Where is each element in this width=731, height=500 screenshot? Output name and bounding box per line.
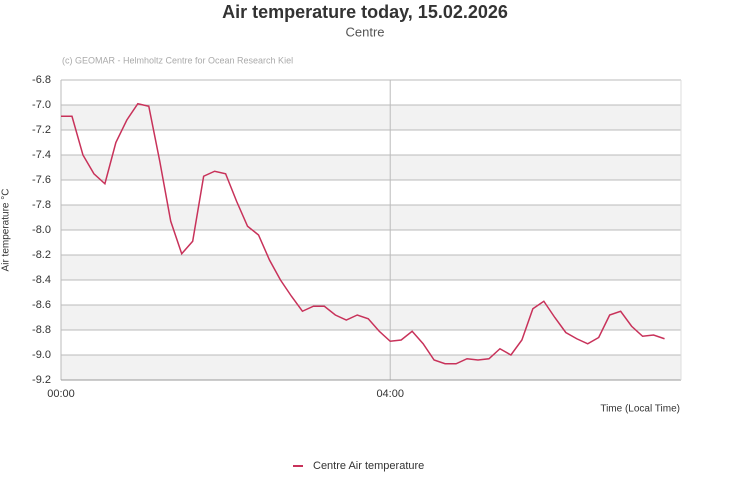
chart-subtitle: Centre (345, 24, 384, 39)
x-tick-label: 00:00 (47, 388, 75, 400)
y-tick-label: -7.8 (32, 199, 51, 211)
plot-band (61, 305, 681, 330)
y-tick-label: -8.8 (32, 324, 51, 336)
y-tick-label: -8.6 (32, 299, 51, 311)
y-tick-label: -7.6 (32, 174, 51, 186)
y-tick-label: -8.0 (32, 224, 51, 236)
x-tick-label: 04:00 (376, 388, 404, 400)
y-axis-label: Air temperature °C (1, 189, 12, 272)
y-tick-label: -8.2 (32, 249, 51, 261)
y-tick-label: -7.2 (32, 124, 51, 136)
plot-band (61, 255, 681, 280)
y-tick-label: -9.2 (32, 374, 51, 386)
legend-label: Centre Air temperature (313, 460, 424, 472)
plot-band (61, 105, 681, 130)
plot-band (61, 155, 681, 180)
y-tick-label: -7.4 (32, 149, 51, 161)
y-tick-label: -9.0 (32, 349, 51, 361)
credit: (c) GEOMAR - Helmholtz Centre for Ocean … (62, 55, 293, 65)
data-line (61, 102, 665, 365)
y-tick-label: -8.4 (32, 274, 51, 286)
plot-band (61, 205, 681, 230)
x-axis-label: Time (Local Time) (600, 404, 680, 415)
y-tick-label: -6.8 (32, 74, 51, 86)
chart-title: Air temperature today, 15.02.2026 (222, 2, 508, 22)
y-tick-label: -7.0 (32, 99, 51, 111)
plot-band (61, 355, 681, 380)
